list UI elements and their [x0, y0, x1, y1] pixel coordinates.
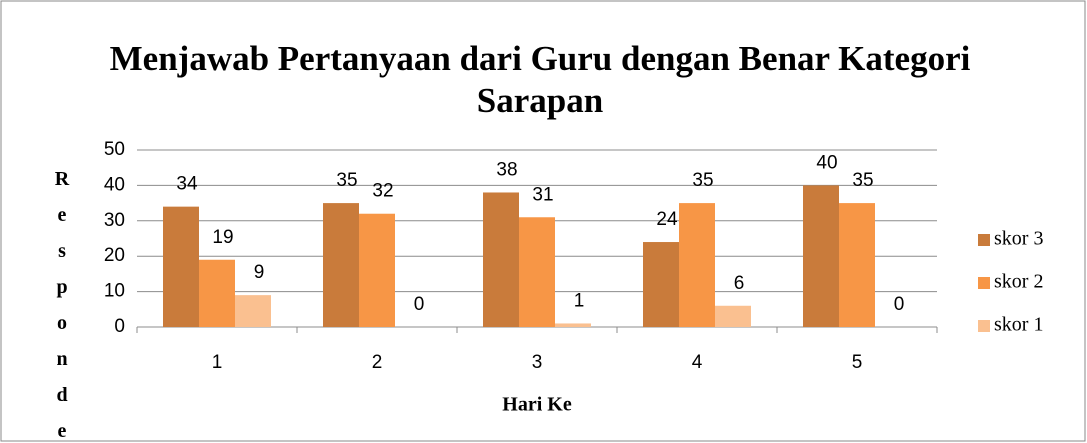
data-label: 31 — [532, 184, 553, 205]
bar — [715, 305, 751, 327]
data-label: 35 — [852, 170, 873, 191]
legend-swatch — [978, 234, 990, 246]
y-tick-label: 0 — [114, 316, 125, 337]
data-label: 24 — [656, 209, 678, 230]
data-label: 1 — [574, 290, 585, 311]
data-label: 35 — [336, 170, 357, 191]
data-label: 6 — [734, 273, 745, 294]
bar — [235, 295, 271, 327]
data-label: 0 — [414, 294, 425, 315]
bar — [679, 203, 715, 327]
bar — [199, 259, 235, 327]
bar — [163, 206, 199, 327]
data-label: 19 — [212, 227, 233, 248]
x-tick-label: 4 — [692, 352, 703, 373]
data-label: 38 — [496, 159, 517, 180]
data-label: 0 — [894, 294, 905, 315]
y-tick-label: 40 — [104, 174, 125, 195]
x-axis-label: Hari Ke — [502, 394, 572, 416]
bar — [359, 213, 395, 327]
legend-swatch — [978, 320, 990, 332]
bar — [555, 323, 591, 327]
data-label: 35 — [692, 170, 713, 191]
bar — [483, 192, 519, 327]
data-label: 9 — [254, 262, 265, 283]
bar — [803, 185, 839, 327]
y-tick-label: 20 — [104, 245, 125, 266]
data-label: 32 — [372, 181, 393, 202]
x-tick-label: 2 — [372, 352, 383, 373]
bar — [643, 242, 679, 327]
legend-label: skor 2 — [994, 271, 1043, 293]
bar — [323, 203, 359, 327]
chart-title: Menjawab Pertanyaan dari Guru dengan Ben… — [109, 39, 971, 120]
y-axis-label: Responde — [51, 168, 73, 443]
data-label: 40 — [816, 152, 837, 173]
bar — [839, 203, 875, 327]
legend-swatch — [978, 277, 990, 289]
data-label: 34 — [176, 174, 198, 195]
x-tick-label: 3 — [532, 352, 543, 373]
legend-label: skor 3 — [994, 228, 1043, 250]
y-tick-label: 10 — [104, 281, 125, 302]
y-tick-label: 50 — [104, 139, 125, 160]
y-tick-label: 30 — [104, 210, 125, 231]
x-tick-label: 1 — [212, 352, 223, 373]
legend-label: skor 1 — [994, 314, 1043, 336]
bar — [519, 217, 555, 327]
x-tick-label: 5 — [852, 352, 863, 373]
